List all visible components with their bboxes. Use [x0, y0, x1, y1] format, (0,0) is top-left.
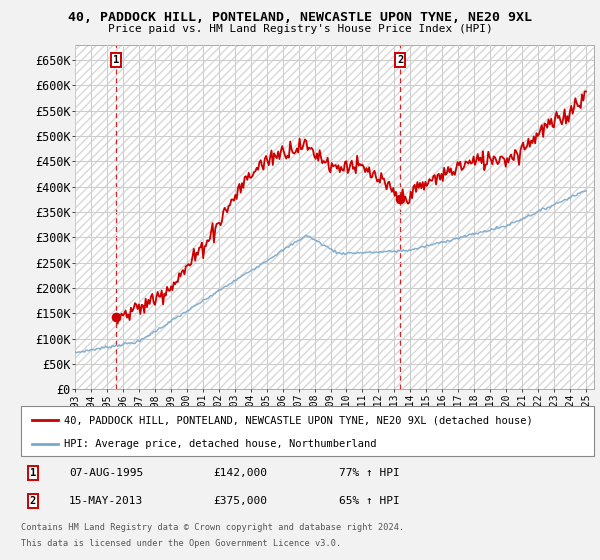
Text: 1: 1	[113, 55, 119, 65]
Text: 07-AUG-1995: 07-AUG-1995	[69, 468, 143, 478]
Text: 1: 1	[30, 468, 36, 478]
Text: Contains HM Land Registry data © Crown copyright and database right 2024.: Contains HM Land Registry data © Crown c…	[21, 523, 404, 532]
Text: 40, PADDOCK HILL, PONTELAND, NEWCASTLE UPON TYNE, NE20 9XL (detached house): 40, PADDOCK HILL, PONTELAND, NEWCASTLE U…	[64, 415, 533, 425]
Text: £142,000: £142,000	[213, 468, 267, 478]
Text: 15-MAY-2013: 15-MAY-2013	[69, 496, 143, 506]
Text: 2: 2	[30, 496, 36, 506]
Text: 77% ↑ HPI: 77% ↑ HPI	[339, 468, 400, 478]
Text: £375,000: £375,000	[213, 496, 267, 506]
Text: Price paid vs. HM Land Registry's House Price Index (HPI): Price paid vs. HM Land Registry's House …	[107, 24, 493, 34]
Text: 65% ↑ HPI: 65% ↑ HPI	[339, 496, 400, 506]
Text: This data is licensed under the Open Government Licence v3.0.: This data is licensed under the Open Gov…	[21, 539, 341, 548]
Text: HPI: Average price, detached house, Northumberland: HPI: Average price, detached house, Nort…	[64, 439, 376, 449]
Text: 2: 2	[397, 55, 403, 65]
Text: 40, PADDOCK HILL, PONTELAND, NEWCASTLE UPON TYNE, NE20 9XL: 40, PADDOCK HILL, PONTELAND, NEWCASTLE U…	[68, 11, 532, 24]
FancyBboxPatch shape	[21, 406, 594, 456]
